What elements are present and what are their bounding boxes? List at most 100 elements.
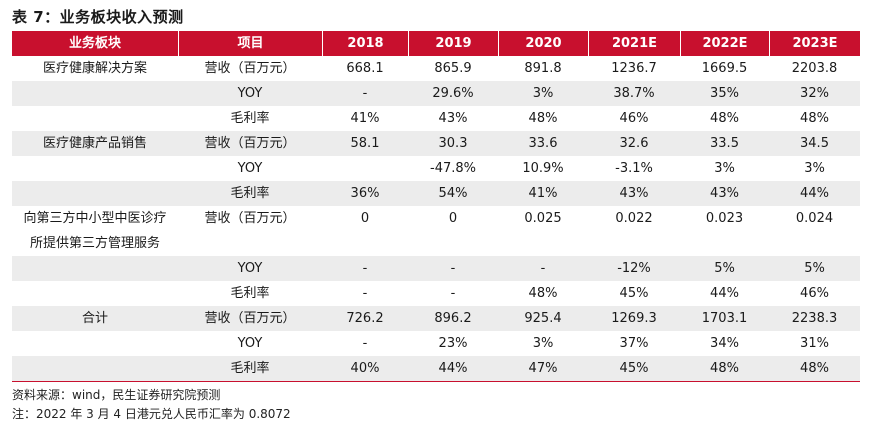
table-cell: 3%: [532, 86, 554, 101]
table-cell: 29.6%: [432, 86, 474, 101]
table-row: 毛利率 40% 44% 47% 45% 48% 48%: [12, 356, 860, 381]
table-row: 毛利率 36% 54% 41% 43% 43% 44%: [12, 181, 860, 206]
table-cell: 31%: [800, 336, 829, 351]
table-cell: 668.1: [346, 61, 384, 76]
table-cell: 33.5: [710, 136, 739, 151]
table-cell: 0.025: [524, 211, 562, 226]
header-cell-segment: 业务板块: [68, 36, 121, 51]
table-cell: 34%: [710, 336, 739, 351]
table-row: 医疗健康解决方案 营收（百万元） 668.1 865.9 891.8 1236.7 1669…: [12, 56, 860, 81]
table-cell: 3%: [714, 161, 735, 176]
table-cell: 所提供第三方管理服务: [29, 236, 160, 251]
table-cell: 891.8: [524, 61, 562, 76]
table-cell: 毛利率: [230, 186, 270, 201]
table-cell: 40%: [350, 361, 380, 376]
table-row: 向第三方中小型中医诊疗 营收（百万元） 0 0 0.025 0.022 0.023 0.024: [12, 206, 860, 231]
table-cell: -: [450, 261, 456, 276]
table-cell: 0: [448, 211, 458, 226]
header-cell-2022e: 2022E: [680, 31, 769, 56]
table-cell: 1703.1: [701, 311, 748, 326]
table-title: 表 7：业务板块收入预测: [12, 8, 184, 26]
table-cell: 32.6: [619, 136, 649, 151]
table-cell: 10.9%: [522, 161, 564, 176]
table-cell: 毛利率: [230, 361, 270, 376]
header-cell-item: 项目: [178, 31, 322, 56]
table-row: 合计 营收（百万元） 726.2 896.2 925.4 1269.3 1703.1 2238…: [12, 306, 860, 331]
table-cell: 48%: [710, 111, 739, 126]
table-cell: 35%: [710, 86, 739, 101]
table-cell: 726.2: [346, 311, 384, 326]
table-cell: 36%: [350, 186, 380, 201]
table-cell: 46%: [800, 286, 829, 301]
header-cell-2018: 2018: [322, 31, 408, 56]
table-cell: 5%: [804, 261, 825, 276]
table-cell: -: [362, 336, 368, 351]
table-cell: 2238.3: [791, 311, 838, 326]
table-body: 医疗健康解决方案 营收（百万元） 668.1 865.9 891.8 1236.7 1669…: [12, 56, 860, 381]
table-row: 医疗健康产品销售 营收（百万元） 58.1 30.3 33.6 32.6 33.5 34.5: [12, 131, 860, 156]
table-cell: 营收（百万元）: [204, 136, 296, 151]
table-cell: 37%: [619, 336, 649, 351]
table-cell: 41%: [528, 186, 558, 201]
table-cell: -: [362, 286, 368, 301]
table-cell: 营收（百万元）: [204, 311, 296, 326]
table-cell: 45%: [619, 286, 649, 301]
table-cell: 0: [360, 211, 370, 226]
table-row: YOY -47.8% 10.9% -3.1% 3% 3%: [12, 156, 860, 181]
table-cell: 44%: [710, 286, 739, 301]
table-cell: 1669.5: [701, 61, 748, 76]
table-cell: -12%: [617, 261, 651, 276]
header-cell-2021e: 2021E: [588, 31, 680, 56]
table-header-row: 业务板块 项目 2018 2019 2020 2021E 2022E 2023E: [12, 31, 860, 56]
table-row: 所提供第三方管理服务: [12, 231, 860, 256]
table-cell: 41%: [350, 111, 380, 126]
table-cell: 48%: [528, 111, 558, 126]
table-cell: 47%: [528, 361, 558, 376]
forecast-table: 业务板块 项目 2018 2019 2020 2021E 2022E 2023E…: [12, 31, 860, 382]
table-cell: 营收（百万元）: [204, 61, 296, 76]
table-cell: 毛利率: [230, 286, 270, 301]
table-row: 毛利率 41% 43% 48% 46% 48% 48%: [12, 106, 860, 131]
table-cell: 45%: [619, 361, 649, 376]
table-row: YOY - 29.6% 3% 38.7% 35% 32%: [12, 81, 860, 106]
table-cell: 毛利率: [230, 111, 270, 126]
table-cell: 54%: [438, 186, 468, 201]
table-cell: YOY: [237, 86, 263, 101]
table-cell: YOY: [237, 336, 263, 351]
table-cell: YOY: [237, 161, 263, 176]
header-cell-2023e: 2023E: [769, 31, 860, 56]
table-cell: 44%: [800, 186, 829, 201]
table-row: YOY - 23% 3% 37% 34% 31%: [12, 331, 860, 356]
table-cell: 3%: [532, 336, 554, 351]
table-cell: -: [540, 261, 546, 276]
table-cell: 925.4: [524, 311, 562, 326]
table-cell: 2203.8: [791, 61, 838, 76]
table-cell: 48%: [528, 286, 558, 301]
header-cell-2019: 2019: [408, 31, 498, 56]
table-cell: 1269.3: [611, 311, 657, 326]
table-cell: 3%: [804, 161, 825, 176]
table-cell: 医疗健康产品销售: [42, 136, 147, 151]
table-cell: -47.8%: [430, 161, 476, 176]
table-cell: 46%: [619, 111, 649, 126]
table-cell: 34.5: [800, 136, 829, 151]
table-cell: 43%: [438, 111, 468, 126]
table-cell: 48%: [800, 361, 829, 376]
table-cell: 48%: [710, 361, 739, 376]
table-cell: 0.024: [795, 211, 834, 226]
table-cell: 0.023: [705, 211, 744, 226]
table-cell: 5%: [714, 261, 735, 276]
table-cell: 1236.7: [611, 61, 657, 76]
table-cell: 38.7%: [613, 86, 655, 101]
table-cell: YOY: [237, 261, 263, 276]
table-cell: 44%: [438, 361, 468, 376]
table-cell: 865.9: [434, 61, 472, 76]
table-cell: -: [450, 286, 456, 301]
table-cell: 合计: [81, 311, 108, 326]
table-cell: 58.1: [350, 136, 380, 151]
table-cell: 32%: [800, 86, 829, 101]
table-cell: 896.2: [434, 311, 472, 326]
table-cell: 43%: [710, 186, 739, 201]
source-note: 资料来源：wind，民生证券研究院预测: [12, 388, 221, 402]
table-cell: -: [362, 86, 368, 101]
